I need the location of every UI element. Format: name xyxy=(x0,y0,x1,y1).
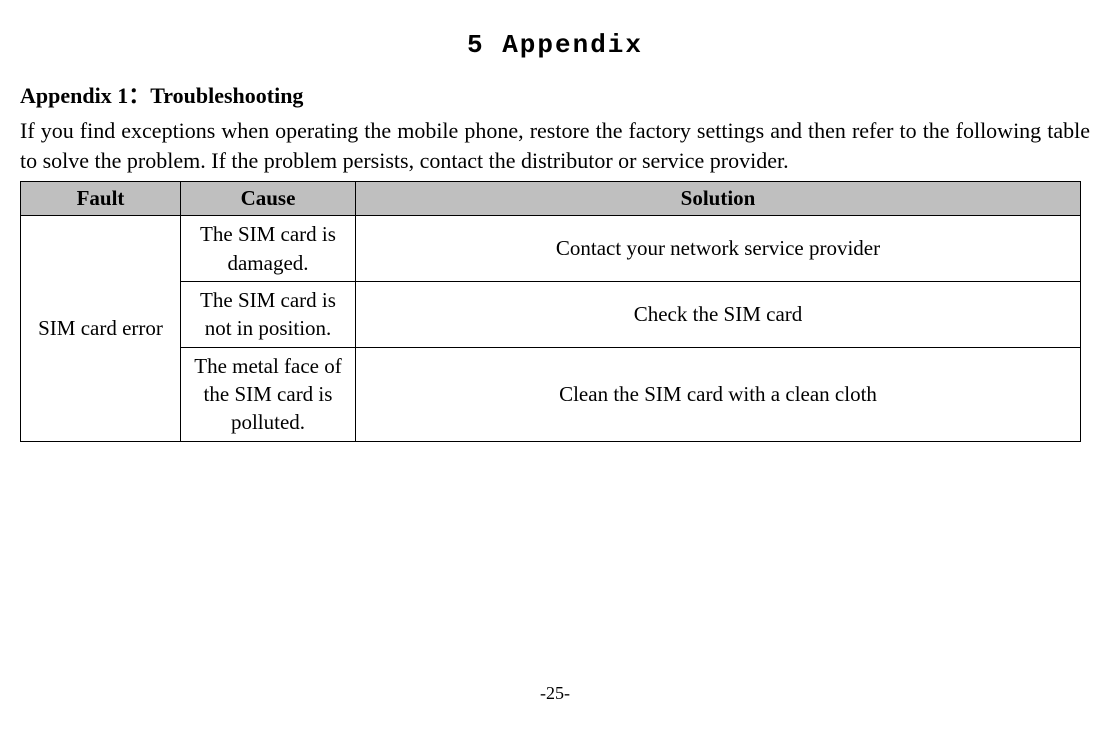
solution-text: Clean the SIM card with a clean cloth xyxy=(362,382,1074,407)
table-header-row: Fault Cause Solution xyxy=(21,182,1081,216)
col-header-solution: Solution xyxy=(356,182,1081,216)
fault-text: SIM card error xyxy=(27,314,174,342)
cell-solution: Check the SIM card xyxy=(356,282,1081,348)
troubleshooting-table: Fault Cause Solution SIM card error The … xyxy=(20,181,1081,441)
cell-cause: The metal face of the SIM card is pollut… xyxy=(181,347,356,441)
solution-text: Check the SIM card xyxy=(362,302,1074,327)
cell-solution: Contact your network service provider xyxy=(356,216,1081,282)
cause-text: The SIM card is not in position. xyxy=(187,286,349,343)
cell-cause: The SIM card is damaged. xyxy=(181,216,356,282)
cause-text: The SIM card is damaged. xyxy=(187,220,349,277)
table-row: SIM card error The SIM card is damaged. … xyxy=(21,216,1081,282)
appendix-subheading: Appendix 1：Troubleshooting xyxy=(20,78,1090,110)
col-header-fault: Fault xyxy=(21,182,181,216)
cell-fault: SIM card error xyxy=(21,216,181,441)
cell-solution: Clean the SIM card with a clean cloth xyxy=(356,347,1081,441)
page-title: 5 Appendix xyxy=(20,30,1090,60)
appendix-body-text: If you find exceptions when operating th… xyxy=(20,116,1090,175)
col-header-cause: Cause xyxy=(181,182,356,216)
cause-text: The metal face of the SIM card is pollut… xyxy=(187,352,349,437)
cell-cause: The SIM card is not in position. xyxy=(181,282,356,348)
solution-text: Contact your network service provider xyxy=(362,236,1074,261)
page-number: -25- xyxy=(0,683,1110,704)
